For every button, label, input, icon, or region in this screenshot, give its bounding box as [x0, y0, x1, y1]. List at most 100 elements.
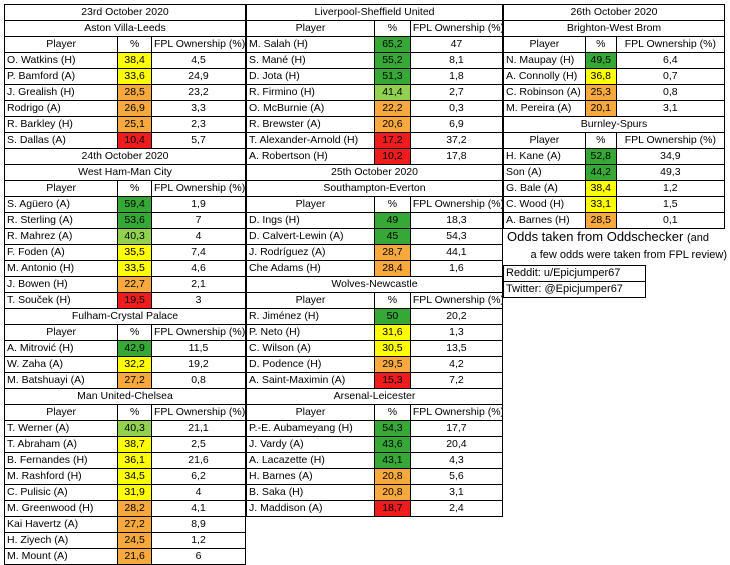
odds-percent: 10,4 — [117, 132, 152, 149]
table-row: D. Calvert-Lewin (A) 45 54,3 — [246, 228, 504, 245]
fpl-ownership: 7 — [151, 212, 246, 229]
odds-percent: 54,3 — [374, 420, 411, 437]
player-name: H. Barnes (A) — [246, 468, 375, 485]
table-row: M. Mount (A) 21,6 6 — [3, 548, 246, 565]
column-header-percent: % — [117, 180, 152, 197]
fpl-ownership: 3,3 — [151, 100, 246, 117]
odds-percent: 28,7 — [374, 244, 411, 261]
fpl-ownership: 20,4 — [409, 436, 504, 453]
odds-percent: 53,6 — [117, 212, 152, 229]
player-name: O. Watkins (H) — [3, 52, 119, 69]
table-row: A. Lacazette (H) 43,1 4,3 — [246, 452, 504, 469]
fpl-ownership: 13,5 — [409, 340, 504, 357]
table-row: M. Batshuayi (A) 27,2 0,8 — [3, 372, 246, 389]
table-row: C. Pulisic (A) 31,9 4 — [3, 484, 246, 501]
odds-percent: 38,4 — [584, 180, 617, 197]
table-row: M. Greenwood (H) 28,2 4,1 — [3, 500, 246, 517]
table-row: G. Bale (A) 38,4 1,2 — [503, 180, 726, 197]
player-name: R. Firmino (H) — [246, 84, 375, 101]
column-header-player: Player — [3, 36, 119, 53]
table-row: T. Alexander-Arnold (H) 17,2 37,2 — [246, 132, 504, 149]
odds-percent: 65,2 — [374, 36, 411, 53]
player-name: B. Fernandes (H) — [3, 452, 119, 469]
match-table: Liverpool-Sheffield United Player% FPL Own… — [246, 4, 504, 517]
player-name: A. Saint-Maximin (A) — [246, 372, 375, 389]
column-header-player: Player — [246, 404, 375, 421]
table-row: Son (A) 44,2 49,3 — [503, 164, 726, 181]
column-header-ownership: FPL Ownership (%) — [409, 20, 504, 37]
table-row: J. Grealish (H) 28,5 23,2 — [3, 84, 246, 101]
player-name: T. Abraham (A) — [3, 436, 119, 453]
fpl-ownership: 21,1 — [151, 420, 246, 437]
fpl-ownership: 1,2 — [615, 180, 726, 197]
fpl-ownership: 4,5 — [151, 52, 246, 69]
match-title: Wolves-Newcastle — [246, 276, 503, 293]
player-name: A. Mitrović (H) — [3, 340, 119, 357]
match-title: Arsenal-Leicester — [246, 388, 503, 405]
fpl-ownership: 6,9 — [409, 116, 504, 133]
odds-percent: 45 — [374, 228, 411, 245]
player-name: J. Rodríguez (A) — [246, 244, 375, 261]
column-oct-26: 26th October 2020 Brighton-West Brom Playe… — [503, 4, 726, 229]
player-name: C. Robinson (A) — [503, 84, 586, 101]
fpl-ownership: 18,3 — [409, 212, 504, 229]
fpl-ownership: 4 — [151, 228, 246, 245]
odds-percent: 49,5 — [584, 52, 617, 69]
fpl-ownership: 1,2 — [151, 532, 246, 549]
fpl-ownership: 1,8 — [409, 68, 504, 85]
fpl-ownership: 4,2 — [409, 356, 504, 373]
odds-percent: 52,8 — [584, 148, 617, 165]
column-header-percent: % — [374, 196, 411, 213]
player-name: M. Mount (A) — [3, 548, 119, 565]
odds-percent: 15,3 — [374, 372, 411, 389]
table-row: A. Mitrović (H) 42,9 11,5 — [3, 340, 246, 357]
match-table: 23rd October 2020 Aston Villa-Leeds Player… — [3, 4, 246, 565]
odds-percent: 50 — [374, 308, 411, 325]
player-name: C. Wilson (A) — [246, 340, 375, 357]
table-row: J. Vardy (A) 43,6 20,4 — [246, 436, 504, 453]
column-header-percent: % — [117, 404, 152, 421]
table-row: Che Adams (H) 28,4 1,6 — [246, 260, 504, 277]
player-name: T. Souček (H) — [3, 292, 119, 309]
column-header-player: Player — [3, 324, 119, 341]
table-row: P. Bamford (A) 33,6 24,9 — [3, 68, 246, 85]
column-header-ownership: FPL Ownership (%) — [615, 36, 726, 53]
match-title: Fulham-Crystal Palace — [4, 308, 246, 325]
player-name: J. Vardy (A) — [246, 436, 375, 453]
player-name: A. Lacazette (H) — [246, 452, 375, 469]
player-name: M. Pereira (A) — [503, 100, 586, 117]
table-row: M. Antonio (H) 33,5 4,6 — [3, 260, 246, 277]
column-header-player: Player — [3, 404, 119, 421]
player-name: P.-E. Aubameyang (H) — [246, 420, 375, 437]
fpl-ownership: 0,8 — [151, 372, 246, 389]
odds-percent: 42,9 — [117, 340, 152, 357]
fpl-ownership: 6 — [151, 548, 246, 565]
odds-percent: 21,6 — [117, 548, 152, 565]
odds-percent: 25,3 — [584, 84, 617, 101]
odds-percent: 22,7 — [117, 276, 152, 293]
table-row: A. Barnes (H) 28,5 0,1 — [503, 212, 726, 229]
player-name: P. Neto (H) — [246, 324, 375, 341]
odds-percent: 28,4 — [374, 260, 411, 277]
table-row: P.-E. Aubameyang (H) 54,3 17,7 — [246, 420, 504, 437]
table-row: N. Maupay (H) 49,5 6,4 — [503, 52, 726, 69]
odds-percent: 29,5 — [374, 356, 411, 373]
column-header-ownership: FPL Ownership (%) — [151, 180, 246, 197]
table-row: M. Salah (H) 65,2 47 — [246, 36, 504, 53]
column-header-percent: % — [374, 20, 411, 37]
fpl-ownership: 21,6 — [151, 452, 246, 469]
table-row: M. Pereira (A) 20,1 3,1 — [503, 100, 726, 117]
odds-percent: 25,1 — [117, 116, 152, 133]
fpl-ownership: 2,7 — [409, 84, 504, 101]
table-row: D. Podence (H) 29,5 4,2 — [246, 356, 504, 373]
match-table: 26th October 2020 Brighton-West Brom Playe… — [503, 4, 726, 229]
odds-percent: 31,9 — [117, 484, 152, 501]
odds-percent: 34,5 — [117, 468, 152, 485]
odds-percent: 33,1 — [584, 196, 617, 213]
fpl-ownership: 1,5 — [615, 196, 726, 213]
column-header-percent: % — [584, 132, 617, 149]
match-title: Brighton-West Brom — [503, 20, 725, 37]
odds-percent: 35,5 — [117, 244, 152, 261]
player-name: Kai Havertz (A) — [3, 516, 119, 533]
odds-percent: 59,4 — [117, 196, 152, 213]
